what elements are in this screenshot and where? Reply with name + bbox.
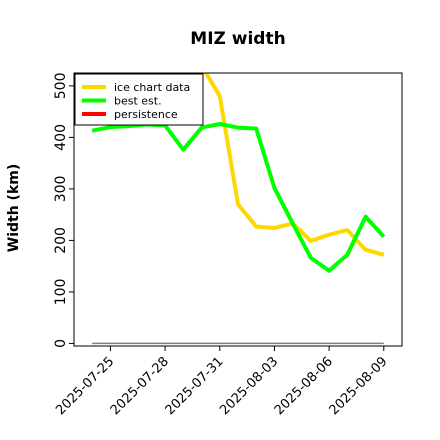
- y-tick-label: 100: [53, 279, 69, 306]
- legend-label: best est.: [114, 95, 162, 108]
- x-tick-label: 2025-08-09: [327, 354, 391, 418]
- y-tick-label: 0: [53, 339, 69, 348]
- chart-title: MIZ width: [190, 29, 285, 49]
- legend-label: ice chart data: [114, 81, 190, 94]
- y-tick-label: 200: [53, 227, 69, 254]
- x-axis: 2025-07-252025-07-282025-07-312025-08-03…: [53, 346, 391, 418]
- plot-frame: [73, 72, 403, 347]
- y-axis-label: Width (km): [6, 164, 22, 253]
- legend-label: persistence: [114, 108, 178, 121]
- y-tick-label: 400: [53, 124, 69, 151]
- y-axis: 0 100 200 300 400 500: [53, 73, 74, 348]
- y-tick-label: 500: [53, 73, 69, 100]
- y-tick-label: 300: [53, 176, 69, 203]
